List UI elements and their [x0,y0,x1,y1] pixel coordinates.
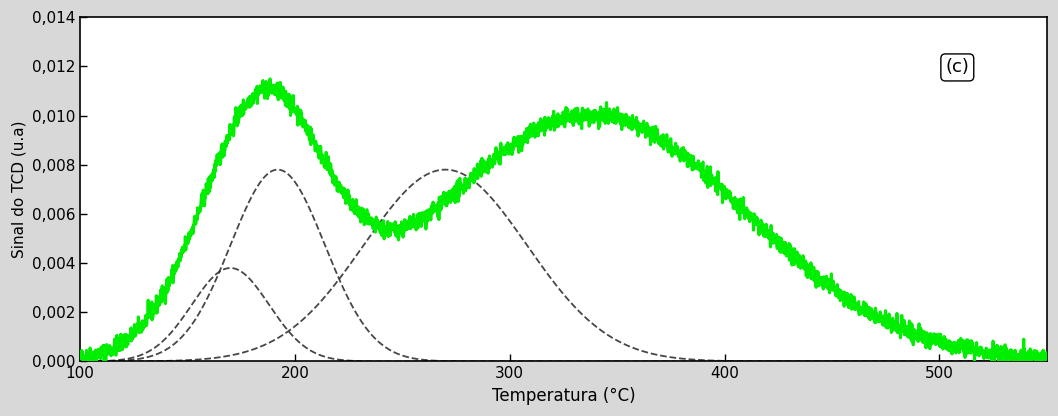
X-axis label: Temperatura (°C): Temperatura (°C) [492,387,635,405]
Y-axis label: Sinal do TCD (u.a): Sinal do TCD (u.a) [12,121,26,258]
Text: (c): (c) [946,58,969,77]
